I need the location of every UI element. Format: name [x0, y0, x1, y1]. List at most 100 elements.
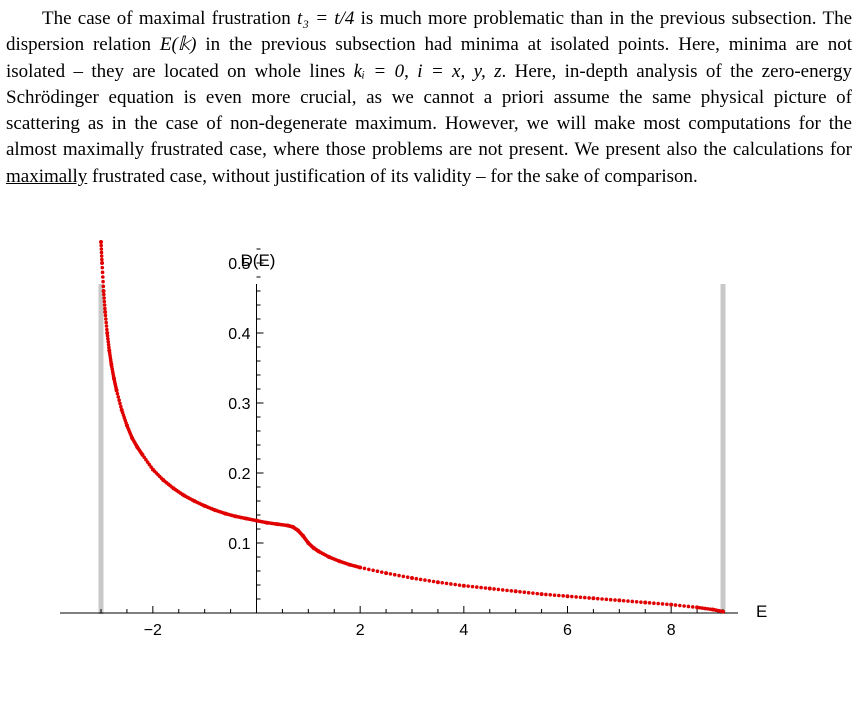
data-point	[116, 395, 121, 399]
data-point	[117, 398, 121, 402]
data-point	[682, 604, 686, 608]
data-point	[397, 573, 401, 578]
data-point	[435, 580, 440, 585]
data-point	[405, 575, 410, 579]
data-point	[107, 345, 111, 350]
data-point	[548, 593, 553, 597]
data-point	[99, 254, 104, 258]
data-point	[457, 583, 462, 587]
data-point	[119, 404, 123, 409]
data-point	[114, 388, 119, 393]
data-point	[483, 586, 488, 590]
data-point	[539, 592, 544, 597]
data-point	[102, 303, 107, 307]
text-segment: . Here, in-depth analysis of the zero-en…	[6, 60, 853, 161]
data-point	[103, 313, 108, 318]
data-point	[613, 598, 617, 602]
data-point	[557, 593, 561, 598]
data-point	[388, 572, 393, 576]
x-tick-label: 2	[356, 622, 365, 639]
y-tick-label: 0.2	[228, 466, 250, 483]
data-point	[634, 600, 639, 604]
data-point	[574, 595, 578, 599]
x-axis-label: E	[756, 602, 767, 621]
data-point	[100, 261, 105, 265]
math-dispersion: E(𝕜)	[159, 34, 197, 56]
data-point	[100, 257, 104, 262]
y-axis-label: D(E)	[241, 251, 276, 270]
body-paragraph: The case of maximal frustration t₃ = t/4…	[6, 6, 852, 190]
data-point	[431, 579, 436, 584]
data-point	[621, 598, 626, 603]
data-point	[595, 596, 600, 601]
data-point	[103, 310, 108, 314]
data-point	[102, 292, 106, 297]
data-point	[440, 580, 445, 585]
data-point	[102, 296, 106, 300]
data-point	[608, 597, 613, 602]
data-point	[379, 570, 384, 574]
data-point	[101, 289, 106, 293]
data-point	[106, 342, 111, 347]
data-point	[104, 324, 109, 328]
data-point	[660, 602, 665, 606]
data-point	[461, 583, 466, 588]
data-point	[496, 587, 501, 592]
data-point	[600, 597, 604, 601]
data-point	[100, 270, 105, 275]
data-point	[466, 584, 470, 588]
data-point	[104, 317, 108, 321]
data-point	[410, 576, 414, 580]
axes	[60, 284, 738, 614]
text-segment: The case of maximal frustration	[42, 8, 298, 29]
data-points	[99, 240, 725, 614]
data-point	[115, 391, 120, 396]
y-tick-label: 0.1	[228, 536, 250, 553]
data-point	[487, 586, 492, 591]
data-point	[362, 566, 367, 571]
math-ki: kᵢ = 0	[353, 60, 405, 82]
data-point	[427, 579, 432, 583]
band-edge-lines	[98, 284, 726, 614]
text-segment: is much more problematic than in the pre…	[6, 8, 853, 56]
data-point	[105, 327, 109, 332]
data-point	[414, 576, 419, 581]
data-point	[101, 275, 105, 279]
data-point	[99, 247, 104, 251]
data-point	[721, 609, 725, 614]
data-point	[652, 601, 656, 605]
data-point	[371, 568, 375, 573]
math-index: i = x, y, z	[417, 60, 502, 82]
data-point	[518, 589, 522, 594]
data-point	[570, 594, 574, 599]
x-tick-label: 6	[563, 622, 572, 639]
data-point	[479, 585, 483, 590]
data-point	[582, 595, 587, 600]
data-point	[647, 601, 652, 605]
underlined-word: maximally	[6, 165, 88, 187]
data-point	[418, 577, 423, 582]
dos-figure: −2 2 4 6 8 0.1 0.2 0.3 0.4 0.5 D(E) E	[60, 240, 767, 639]
data-point	[643, 600, 648, 605]
y-tick-label: 0.4	[228, 326, 250, 343]
data-point	[423, 578, 427, 582]
data-point	[591, 596, 596, 601]
data-point	[604, 597, 609, 602]
data-point	[552, 593, 557, 597]
data-point	[449, 582, 453, 586]
y-tick-label: 0.5	[228, 256, 250, 273]
data-point	[104, 320, 108, 325]
data-point	[444, 581, 449, 586]
y-tick-label: 0.3	[228, 396, 250, 413]
data-point	[474, 585, 479, 589]
data-point	[106, 339, 111, 344]
data-point	[106, 337, 110, 341]
text-segment: in the previous subsection had minima at…	[6, 34, 852, 82]
math-t3: t₃ = t/4	[297, 8, 355, 29]
ticks: −2 2 4 6 8 0.1 0.2 0.3 0.4 0.5	[100, 248, 724, 639]
data-point	[656, 601, 661, 606]
data-point	[526, 590, 531, 595]
data-point	[375, 569, 380, 574]
data-point	[565, 594, 570, 599]
x-tick-label: 8	[667, 622, 676, 639]
